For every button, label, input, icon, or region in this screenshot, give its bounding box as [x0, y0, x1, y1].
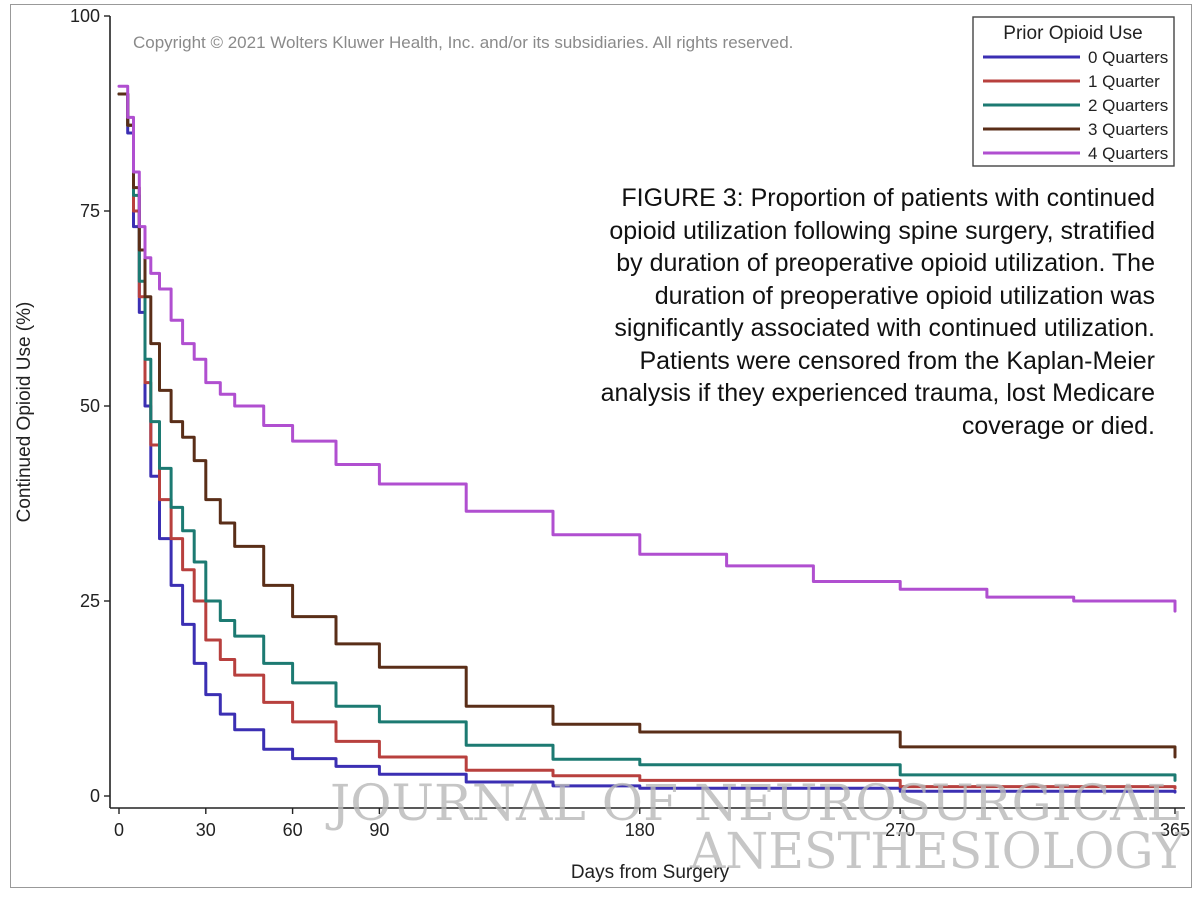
figure-caption: FIGURE 3: Proportion of patients with co…: [600, 184, 1155, 440]
legend-box: [972, 16, 1175, 167]
series-lines: [117, 84, 1177, 794]
x-tick-label: 90: [369, 820, 389, 840]
y-tick-label: 0: [90, 786, 100, 806]
x-tick-label: 365: [1160, 820, 1190, 840]
x-tick-label: 60: [283, 820, 303, 840]
x-tick-label: 30: [196, 820, 216, 840]
legend-items: 0 Quarters 1 Quarter 2 Quarters 3 Quarters 4…: [983, 48, 1168, 163]
series-line-4-quarters: [117, 84, 1177, 613]
x-tick-label: 270: [885, 820, 915, 840]
watermark-line-2: ANESTHESIOLOGY: [689, 822, 1186, 880]
legend-title: Prior Opioid Use: [1003, 23, 1142, 44]
y-tick-label: 75: [80, 201, 100, 221]
x-tick-label: 0: [114, 820, 124, 840]
y-ticks: 0 25 50 75 100: [70, 6, 110, 806]
y-tick-label: 100: [70, 6, 100, 26]
x-axis-title: Days from Surgery: [571, 862, 730, 883]
chart-legend: Prior Opioid Use 0 Quarters 1 Quarter 2 Qu…: [972, 16, 1175, 167]
legend-label: 1 Quarter: [1088, 72, 1160, 91]
x-ticks: 0 30 60 90 180 270 365: [114, 808, 1190, 840]
legend-label: 2 Quarters: [1088, 96, 1168, 115]
y-tick-label: 50: [80, 396, 100, 416]
chart-axes: [109, 16, 1185, 809]
legend-label: 3 Quarters: [1088, 120, 1168, 139]
watermark-line-1: JOURNAL OF NEUROSURGICAL: [325, 774, 1180, 832]
y-tick-label: 25: [80, 591, 100, 611]
legend-label: 4 Quarters: [1088, 144, 1168, 163]
y-axis-title: Continued Opioid Use (%): [14, 302, 35, 523]
legend-label: 0 Quarters: [1088, 48, 1168, 67]
copyright-notice: Copyright © 2021 Wolters Kluwer Health, …: [133, 33, 793, 52]
x-tick-label: 180: [625, 820, 655, 840]
